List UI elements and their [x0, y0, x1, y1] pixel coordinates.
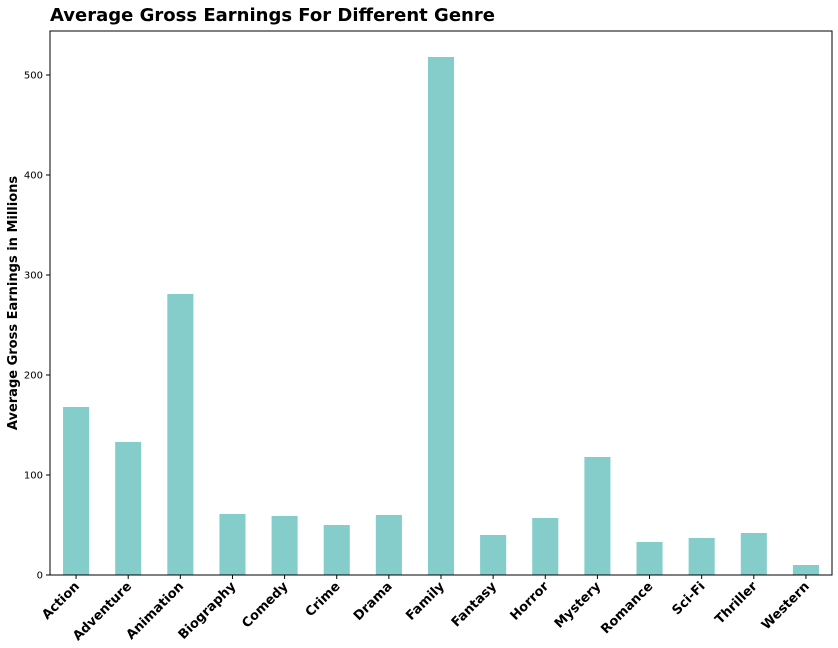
x-tick-label: Western — [759, 579, 813, 633]
x-tick-label: Sci-Fi — [669, 579, 708, 618]
bar-thriller — [740, 533, 767, 575]
y-tick-label: 300 — [24, 271, 43, 282]
bar-drama — [375, 515, 402, 575]
bar-family — [427, 57, 455, 575]
y-axis-label: Average Gross Earnings in Millions — [6, 176, 21, 431]
bar-fantasy — [480, 535, 507, 575]
bar-western — [792, 565, 819, 575]
y-axis-ticks: 0 100 200 300 400 500 — [24, 71, 50, 582]
x-tick-label: Comedy — [239, 579, 291, 631]
y-tick-label: 100 — [24, 471, 43, 482]
bar-horror — [532, 518, 559, 575]
plot-area-frame — [49, 30, 833, 576]
bar-romance — [636, 542, 663, 575]
bars-group — [63, 57, 819, 575]
x-tick-label: Mystery — [552, 579, 605, 632]
bar-action — [63, 407, 90, 575]
x-tick-label: Horror — [508, 579, 553, 624]
bar-crime — [323, 525, 350, 575]
x-tick-label: Thriller — [712, 579, 761, 628]
bar-animation — [167, 294, 194, 575]
y-tick-label: 400 — [24, 171, 43, 182]
x-tick-label: Action — [39, 579, 83, 623]
x-tick-label: Family — [403, 579, 448, 624]
y-tick-label: 200 — [24, 371, 43, 382]
y-tick-label: 500 — [24, 71, 43, 82]
x-tick-label: Romance — [598, 579, 656, 637]
chart-title: Average Gross Earnings For Different Gen… — [50, 5, 495, 26]
bar-mystery — [584, 457, 611, 575]
x-tick-label: Drama — [351, 579, 396, 624]
bar-sci-fi — [688, 538, 715, 575]
y-tick-label: 0 — [37, 571, 43, 582]
x-tick-label: Fantasy — [449, 579, 501, 631]
bar-adventure — [115, 442, 142, 575]
bar-biography — [219, 514, 246, 575]
x-tick-label: Crime — [303, 579, 344, 620]
bar-comedy — [271, 516, 298, 575]
